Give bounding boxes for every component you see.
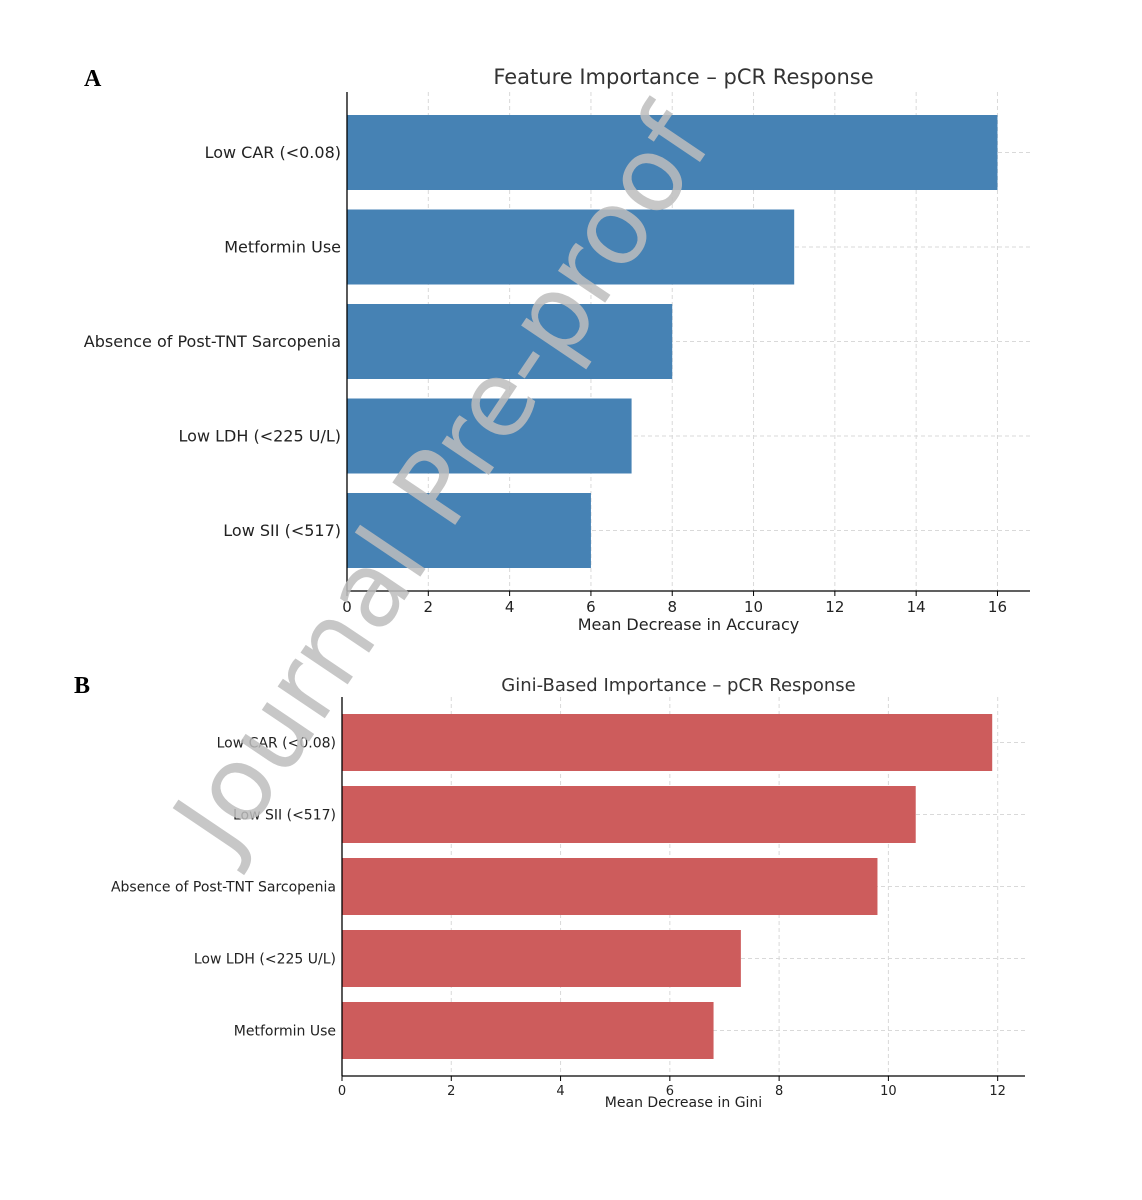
chart-b-bar-1 (342, 786, 916, 843)
chart-a-bar-1 (347, 209, 795, 285)
panel-label-b: B (74, 673, 91, 699)
chart-b: Low CAR (<0.08) Low SII (<517) Absence of … (111, 675, 1025, 1111)
chart-a-bar-2 (347, 304, 673, 379)
chart-b-tick-label-4: 8 (775, 1084, 783, 1099)
chart-b-category-label-4: Metformin Use (234, 1023, 336, 1039)
chart-b-tick-label-3: 6 (666, 1084, 674, 1099)
chart-a-bar-4 (347, 493, 591, 568)
chart-b-category-label-3: Low LDH (<225 U/L) (194, 951, 336, 967)
chart-b-tick-label-0: 0 (338, 1084, 346, 1099)
chart-a-tick-label-3: 6 (586, 598, 596, 616)
chart-a-bar-0 (347, 115, 998, 190)
chart-b-tick-label-5: 10 (880, 1084, 897, 1099)
chart-b-bar-3 (342, 930, 741, 987)
chart-a-title: Feature Importance – pCR Response (493, 65, 873, 89)
chart-b-tick-label-2: 4 (556, 1084, 564, 1099)
chart-b-category-label-1: Low SII (<517) (233, 807, 336, 823)
chart-a-category-label-3: Low LDH (<225 U/L) (179, 427, 341, 446)
chart-a-tick-label-5: 10 (744, 598, 763, 616)
chart-b-category-label-2: Absence of Post-TNT Sarcopenia (111, 879, 336, 895)
chart-a-tick-label-7: 14 (907, 598, 926, 616)
chart-a-tick-label-2: 4 (505, 598, 515, 616)
chart-a-tick-label-4: 8 (667, 598, 677, 616)
chart-a-tick-label-1: 2 (424, 598, 434, 616)
chart-b-bar-4 (342, 1002, 714, 1059)
chart-b-category-label-0: Low CAR (<0.08) (217, 735, 336, 751)
chart-a-category-label-2: Absence of Post-TNT Sarcopenia (84, 332, 341, 351)
chart-a-bar-3 (347, 398, 632, 474)
chart-a: Low CAR (<0.08) Metformin Use Absence of P… (84, 65, 1030, 634)
chart-a-tick-label-6: 12 (825, 598, 844, 616)
chart-b-x-axis-label: Mean Decrease in Gini (605, 1095, 762, 1111)
chart-b-tick-label-6: 12 (989, 1084, 1006, 1099)
chart-b-tick-label-1: 2 (447, 1084, 455, 1099)
panel-label-a: A (84, 66, 102, 92)
chart-b-bar-2 (342, 858, 878, 915)
chart-b-bar-0 (342, 714, 993, 771)
chart-a-category-label-0: Low CAR (<0.08) (205, 143, 341, 162)
chart-b-title: Gini-Based Importance – pCR Response (501, 675, 855, 696)
chart-a-tick-label-8: 16 (988, 598, 1007, 616)
chart-a-category-label-4: Low SII (<517) (223, 521, 341, 540)
chart-a-tick-label-0: 0 (342, 598, 352, 616)
chart-a-category-label-1: Metformin Use (224, 238, 341, 257)
chart-a-x-axis-label: Mean Decrease in Accuracy (578, 615, 800, 634)
